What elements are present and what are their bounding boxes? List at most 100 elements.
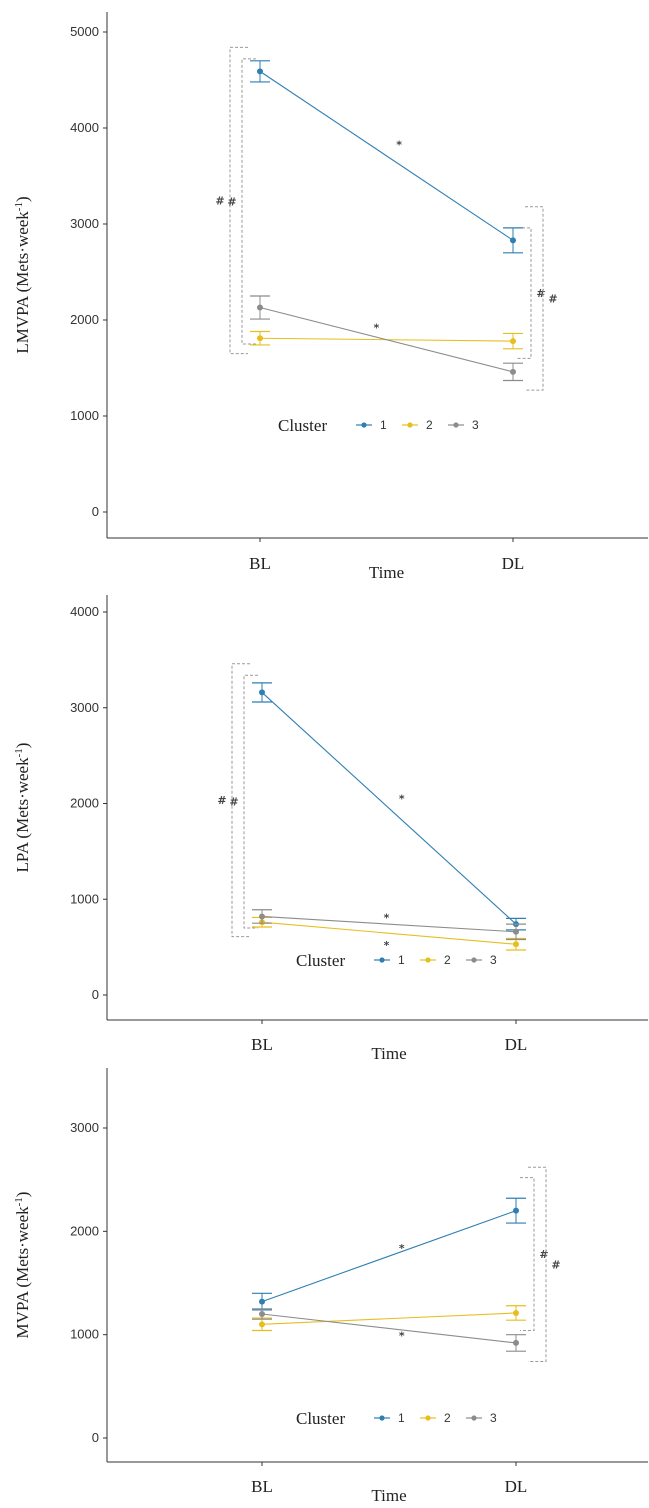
y-tick-label: 0 [92, 1430, 99, 1445]
legend-key-point [425, 957, 431, 963]
legend-key-point [453, 422, 459, 428]
data-point-series-3 [513, 1339, 519, 1346]
y-tick-label: 3000 [70, 216, 99, 231]
annotation-asterisk: * [384, 939, 390, 952]
data-point-series-3 [259, 913, 265, 920]
chart-panel-1: 0 1000 2000 3000 4000 5000 BL DL Time LMVPA (Mets… [13, 12, 648, 582]
legend-label-2: 2 [444, 1411, 451, 1425]
series-line-3 [259, 306, 514, 373]
y-tick-label: 1000 [70, 891, 99, 906]
y-tick-label: 2000 [70, 796, 99, 811]
x-tick-label: BL [251, 1477, 273, 1496]
data-point-series-1 [259, 1298, 265, 1305]
y-tick-label: 0 [92, 987, 99, 1002]
y-tick-label: 1000 [70, 408, 99, 423]
y-tick-label: 3000 [70, 700, 99, 715]
annotation-asterisk: * [373, 322, 379, 335]
legend-label-1: 1 [398, 953, 405, 967]
legend-label-2: 2 [444, 953, 451, 967]
significance-bracket [528, 1166, 547, 1363]
significance-bracket [517, 227, 532, 359]
legend-label-3: 3 [490, 953, 497, 967]
legend: Cluster 1 2 3 [296, 951, 497, 970]
x-tick-label: DL [502, 554, 525, 573]
series-line-1 [261, 1210, 517, 1303]
data-point-series-2 [510, 338, 516, 345]
x-axis-title: Time [369, 563, 404, 582]
data-point-series-1 [257, 68, 263, 75]
annotation-asterisk: * [384, 911, 390, 924]
legend-label-1: 1 [380, 418, 387, 432]
bracket-label: # [227, 195, 236, 208]
legend-label-1: 1 [398, 1411, 405, 1425]
y-axis-title: MVPA (Mets·week-1) [13, 1192, 32, 1339]
legend-key-point [379, 957, 385, 963]
legend-title: Cluster [296, 1409, 345, 1428]
bracket-label: # [539, 1248, 548, 1261]
bracket-label: # [548, 292, 557, 305]
x-axis-title: Time [371, 1486, 406, 1505]
significance-bracket [520, 1177, 535, 1332]
data-point-series-1 [510, 237, 516, 244]
x-tick-label: DL [505, 1477, 528, 1496]
data-point-series-3 [513, 928, 519, 935]
annotation-asterisk: * [399, 793, 405, 806]
data-point-series-1 [259, 689, 265, 696]
x-tick-label: DL [505, 1035, 528, 1054]
x-tick-label: BL [251, 1035, 273, 1054]
y-axis-title: LPA (Mets·week-1) [13, 743, 32, 873]
legend-key-point [379, 1415, 385, 1421]
bracket-label: # [217, 794, 226, 807]
significance-bracket [241, 58, 256, 345]
data-point-series-2 [513, 1309, 519, 1316]
y-tick-label: 2000 [70, 312, 99, 327]
y-axis-title: LMVPA (Mets·week-1) [13, 196, 32, 353]
bracket-label: # [215, 194, 224, 207]
x-tick-label: BL [249, 554, 271, 573]
series-line-1 [261, 692, 517, 925]
annotation-asterisk: * [399, 1330, 405, 1343]
series-line-3 [261, 915, 517, 933]
y-tick-label: 5000 [70, 24, 99, 39]
data-point-series-1 [513, 1207, 519, 1214]
data-point-series-3 [257, 304, 263, 311]
legend: Cluster 1 2 3 [296, 1409, 497, 1428]
series-line-2 [261, 1312, 517, 1325]
y-tick-label: 2000 [70, 1223, 99, 1238]
legend-title: Cluster [296, 951, 345, 970]
y-tick-label: 4000 [70, 604, 99, 619]
series-line-2 [261, 921, 517, 945]
legend-key-point [471, 1415, 477, 1421]
significance-bracket [229, 46, 248, 355]
legend-label-2: 2 [426, 418, 433, 432]
x-axis-title: Time [371, 1044, 406, 1063]
annotation-asterisk: * [399, 1242, 405, 1255]
data-point-series-2 [259, 1321, 265, 1328]
legend-key-point [425, 1415, 431, 1421]
legend: Cluster 1 2 3 [278, 416, 479, 435]
chart-panel-2: 0 1000 2000 3000 4000 BL DL Time LPA (Mets·week-… [13, 595, 648, 1063]
legend-key-point [407, 422, 413, 428]
data-point-series-2 [257, 335, 263, 342]
y-tick-label: 4000 [70, 120, 99, 135]
legend-title: Cluster [278, 416, 327, 435]
bracket-label: # [551, 1258, 560, 1271]
series-line-1 [259, 70, 514, 241]
legend-label-3: 3 [490, 1411, 497, 1425]
y-tick-label: 3000 [70, 1120, 99, 1135]
y-tick-label: 0 [92, 504, 99, 519]
significance-bracket [243, 674, 258, 929]
data-point-series-2 [513, 941, 519, 948]
legend-key-point [471, 957, 477, 963]
data-point-series-3 [259, 1311, 265, 1317]
chart-panel-3: 0 1000 2000 3000 BL DL Time MVPA (Mets·week-1) #… [13, 1068, 648, 1505]
bracket-label: # [229, 796, 238, 809]
legend-label-3: 3 [472, 418, 479, 432]
series-line-3 [261, 1313, 517, 1344]
bracket-label: # [536, 287, 545, 300]
annotation-asterisk: * [396, 138, 402, 151]
significance-bracket [525, 206, 544, 391]
data-point-series-3 [510, 368, 516, 375]
y-tick-label: 1000 [70, 1327, 99, 1342]
